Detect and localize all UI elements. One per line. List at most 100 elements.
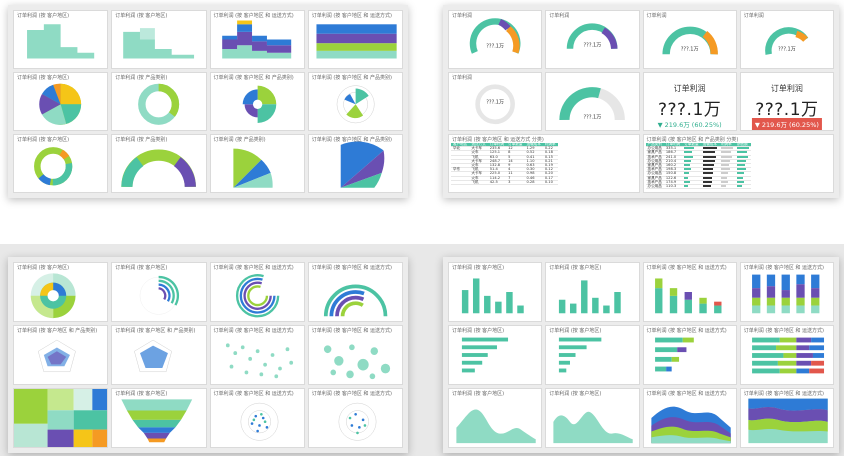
scatter-chart: [225, 343, 293, 379]
stacked-bar-chart: [654, 278, 721, 314]
table-row: 火车 132.8 9 0.63 0.19: [451, 163, 558, 169]
histogram-chart: [123, 28, 195, 59]
chart-card[interactable]: 订单利润 (按 客户地区): [111, 388, 207, 448]
chart-card[interactable]: 订单利润 (按 客户地区): [448, 325, 543, 385]
chart-title: 订单利润 (按 客户地区): [452, 265, 505, 271]
chart-title: 订单利润: [452, 75, 473, 81]
chart-card[interactable]: 订单利润 (按 客户地区 和 运送方式): [307, 325, 403, 385]
chart-card[interactable]: 订单利润 (按 客户地区 和 运送方式): [739, 325, 834, 385]
chart-card[interactable]: 订单利润 (按 客户地区 和 运送方式): [209, 262, 305, 322]
chart-card[interactable]: 订单利润 (按 客户地区): [13, 10, 109, 69]
data-table: 产品类别 订单利润 订单数量 运输成本 利润率 销售额 办公用品 335.1 家具产品 186…: [645, 142, 751, 190]
chart-card[interactable]: 订单利润 (按 产品类别): [209, 134, 305, 193]
chart-title: 订单利润 (按 客户地区 和 产品类别): [311, 137, 393, 143]
kpi-value: ???.1万: [755, 100, 819, 120]
chart-card[interactable]: 订单利润 (按 客户地区): [13, 262, 109, 322]
chart-card[interactable]: 订单利润 (按 客户地区 和 运送方式): [209, 388, 305, 448]
chart-card[interactable]: 订单利润 (按 客户地区): [545, 325, 640, 385]
table-row: 技术产品 174.9: [645, 180, 751, 186]
chart-card[interactable]: 订单利润 (按 客户地区): [448, 262, 543, 322]
kpi-card[interactable]: 订单利润 ???.1万 ▼ 219.6万 (60.25%): [642, 72, 737, 131]
table-row: 办公用品 210.4: [645, 159, 751, 165]
bar-chart: [461, 278, 524, 314]
chart-title: 订单利润 (按 产品类别): [213, 137, 266, 143]
chart-card[interactable]: 订单利润 (按 产品类别): [111, 72, 207, 131]
table-row: 火车 125.1 8 0.52 0.18: [451, 151, 558, 156]
data-table: 客户地区 运送方式 订单利润 订单数量 运输成本 利润率 华北 大卡车 235.6 12 1.29…: [451, 142, 558, 186]
percent-horizontal-bar-chart: [751, 337, 824, 374]
gauge-card[interactable]: 订单利润 ???.1万: [642, 10, 737, 69]
chart-card[interactable]: 订单利润 (按 客户地区): [545, 388, 640, 448]
chart-card[interactable]: 订单利润 (按 客户地区): [13, 72, 109, 131]
table-card[interactable]: 订单利润 (按 客户地区 和 运送方式 分类) 客户地区 运送方式 订单利润 订单数量…: [448, 134, 640, 193]
gauge-value: ???.1万: [486, 43, 504, 50]
chart-card[interactable]: 订单利润 (按 客户地区): [545, 262, 640, 322]
chart-title: 订单利润 (按 产品类别): [115, 137, 168, 143]
area-chart: [553, 411, 633, 444]
gauge-value: ???.1万: [583, 114, 602, 121]
table-card[interactable]: 订单利润 (按 客户地区 和 产品类别 分类) 产品类别 订单利润 订单数量 运输成本…: [642, 134, 834, 193]
table-row: 办公用品 110.3: [645, 184, 751, 190]
chart-title: 订单利润 (按 客户地区 和 运送方式): [646, 391, 727, 397]
table-row: 办公用品 150.8: [645, 172, 751, 177]
chart-card[interactable]: 订单利润 (按 客户地区): [111, 10, 207, 69]
gauge-card[interactable]: 订单利润 ???.1万: [739, 10, 834, 69]
area-chart: [456, 409, 536, 444]
kpi-title: 订单利润: [770, 84, 803, 93]
chart-title: 订单利润 (按 客户地区): [115, 391, 168, 397]
table-row: 家具产品 160.2: [645, 163, 751, 169]
table-title: 订单利润 (按 客户地区 和 运送方式 分类): [452, 137, 544, 143]
chart-card[interactable]: 订单利润 (按 客户地区 和 产品类别): [209, 72, 305, 131]
chart-card[interactable]: 订单利润 (按 客户地区 和 运送方式): [209, 10, 305, 69]
semi-gauge-card[interactable]: ???.1万: [545, 72, 640, 131]
horizontal-bar-chart: [461, 337, 509, 373]
chart-title: 订单利润 (按 客户地区): [17, 75, 70, 81]
chart-card[interactable]: 订单利润 (按 产品类别): [111, 134, 207, 193]
chart-card[interactable]: 订单利润 (按 客户地区 和 产品类别): [13, 325, 109, 385]
chart-card[interactable]: 订单利润 (按 客户地区 和 产品类别): [307, 134, 403, 193]
chart-card[interactable]: 订单利润 (按 客户地区 和 运送方式): [642, 325, 737, 385]
histogram-chart: [27, 24, 95, 59]
chart-title: 订单利润 (按 客户地区): [17, 13, 70, 19]
polar-scatter-chart: [240, 402, 278, 441]
chart-title: 订单利润 (按 客户地区 和 运送方式): [646, 265, 727, 271]
chart-title: 订单利润: [743, 13, 764, 19]
chart-card[interactable]: 订单利润 (按 客户地区): [448, 388, 543, 448]
chart-title: 订单利润 (按 客户地区 和 运送方式): [311, 391, 393, 397]
gauge-chart: [469, 18, 521, 54]
gauge-card[interactable]: 订单利润 ???.1万: [545, 10, 640, 69]
kpi-card[interactable]: 订单利润 ???.1万 ▼ 219.6万 (60.25%): [739, 72, 834, 131]
table-row: 办公用品 335.1: [645, 146, 751, 152]
table-row: 家具产品 186.7: [645, 151, 751, 156]
funnel-chart: [121, 399, 193, 443]
gauge-chart: [661, 26, 718, 55]
chart-card[interactable]: 订单利润 (按 客户地区 和 运送方式): [307, 10, 403, 69]
chart-card[interactable]: 订单利润 (按 客户地区 和 运送方式): [307, 262, 403, 322]
chart-card[interactable]: 订单利润 (按 客户地区 和 运送方式): [642, 388, 737, 448]
chart-title: 订单利润: [646, 13, 667, 19]
gauge-value: ???.1万: [778, 46, 796, 53]
table-title: 订单利润 (按 客户地区 和 产品类别 分类): [646, 137, 739, 143]
chart-card[interactable]: 订单利润 (按 客户地区 和 运送方式): [209, 325, 305, 385]
chart-card[interactable]: 订单利润 (按 客户地区): [111, 262, 207, 322]
chart-card[interactable]: 订单利润 (按 客户地区 和 运送方式): [739, 262, 834, 322]
chart-card[interactable]: 订单利润 (按 客户地区 和 运送方式): [642, 262, 737, 322]
gauge-card[interactable]: 订单利润 ???.1万: [448, 10, 543, 69]
chart-title: 订单利润 (按 客户地区): [115, 13, 168, 19]
chart-card[interactable]: 订单利润 (按 客户地区): [13, 134, 109, 193]
chart-card[interactable]: 订单利润 (按 客户地区 和 产品类别): [307, 72, 403, 131]
rose-chart: [242, 85, 276, 123]
gauge-chart: [567, 23, 618, 50]
ring-gauge-card[interactable]: 订单利润 ???.1万: [448, 72, 543, 131]
bar-chart: [559, 280, 621, 314]
sunburst-chart: [30, 273, 76, 319]
treemap-chart: [14, 389, 108, 447]
chart-title: 订单利润 (按 客户地区 和 运送方式): [743, 391, 825, 397]
chart-card[interactable]: 订单利润 (按 客户地区 和 运送方式): [307, 388, 403, 448]
chart-card[interactable]: [13, 388, 109, 448]
gauge-chart: [764, 27, 809, 55]
chart-card[interactable]: 订单利润 (按 客户地区 和 运送方式): [739, 388, 834, 448]
polar-scatter-chart: [338, 402, 377, 441]
table-row: 华北 大卡车 235.6 12 1.29 0.22: [451, 146, 558, 152]
chart-card[interactable]: 订单利润 (按 客户地区 和 产品类别): [111, 325, 207, 385]
